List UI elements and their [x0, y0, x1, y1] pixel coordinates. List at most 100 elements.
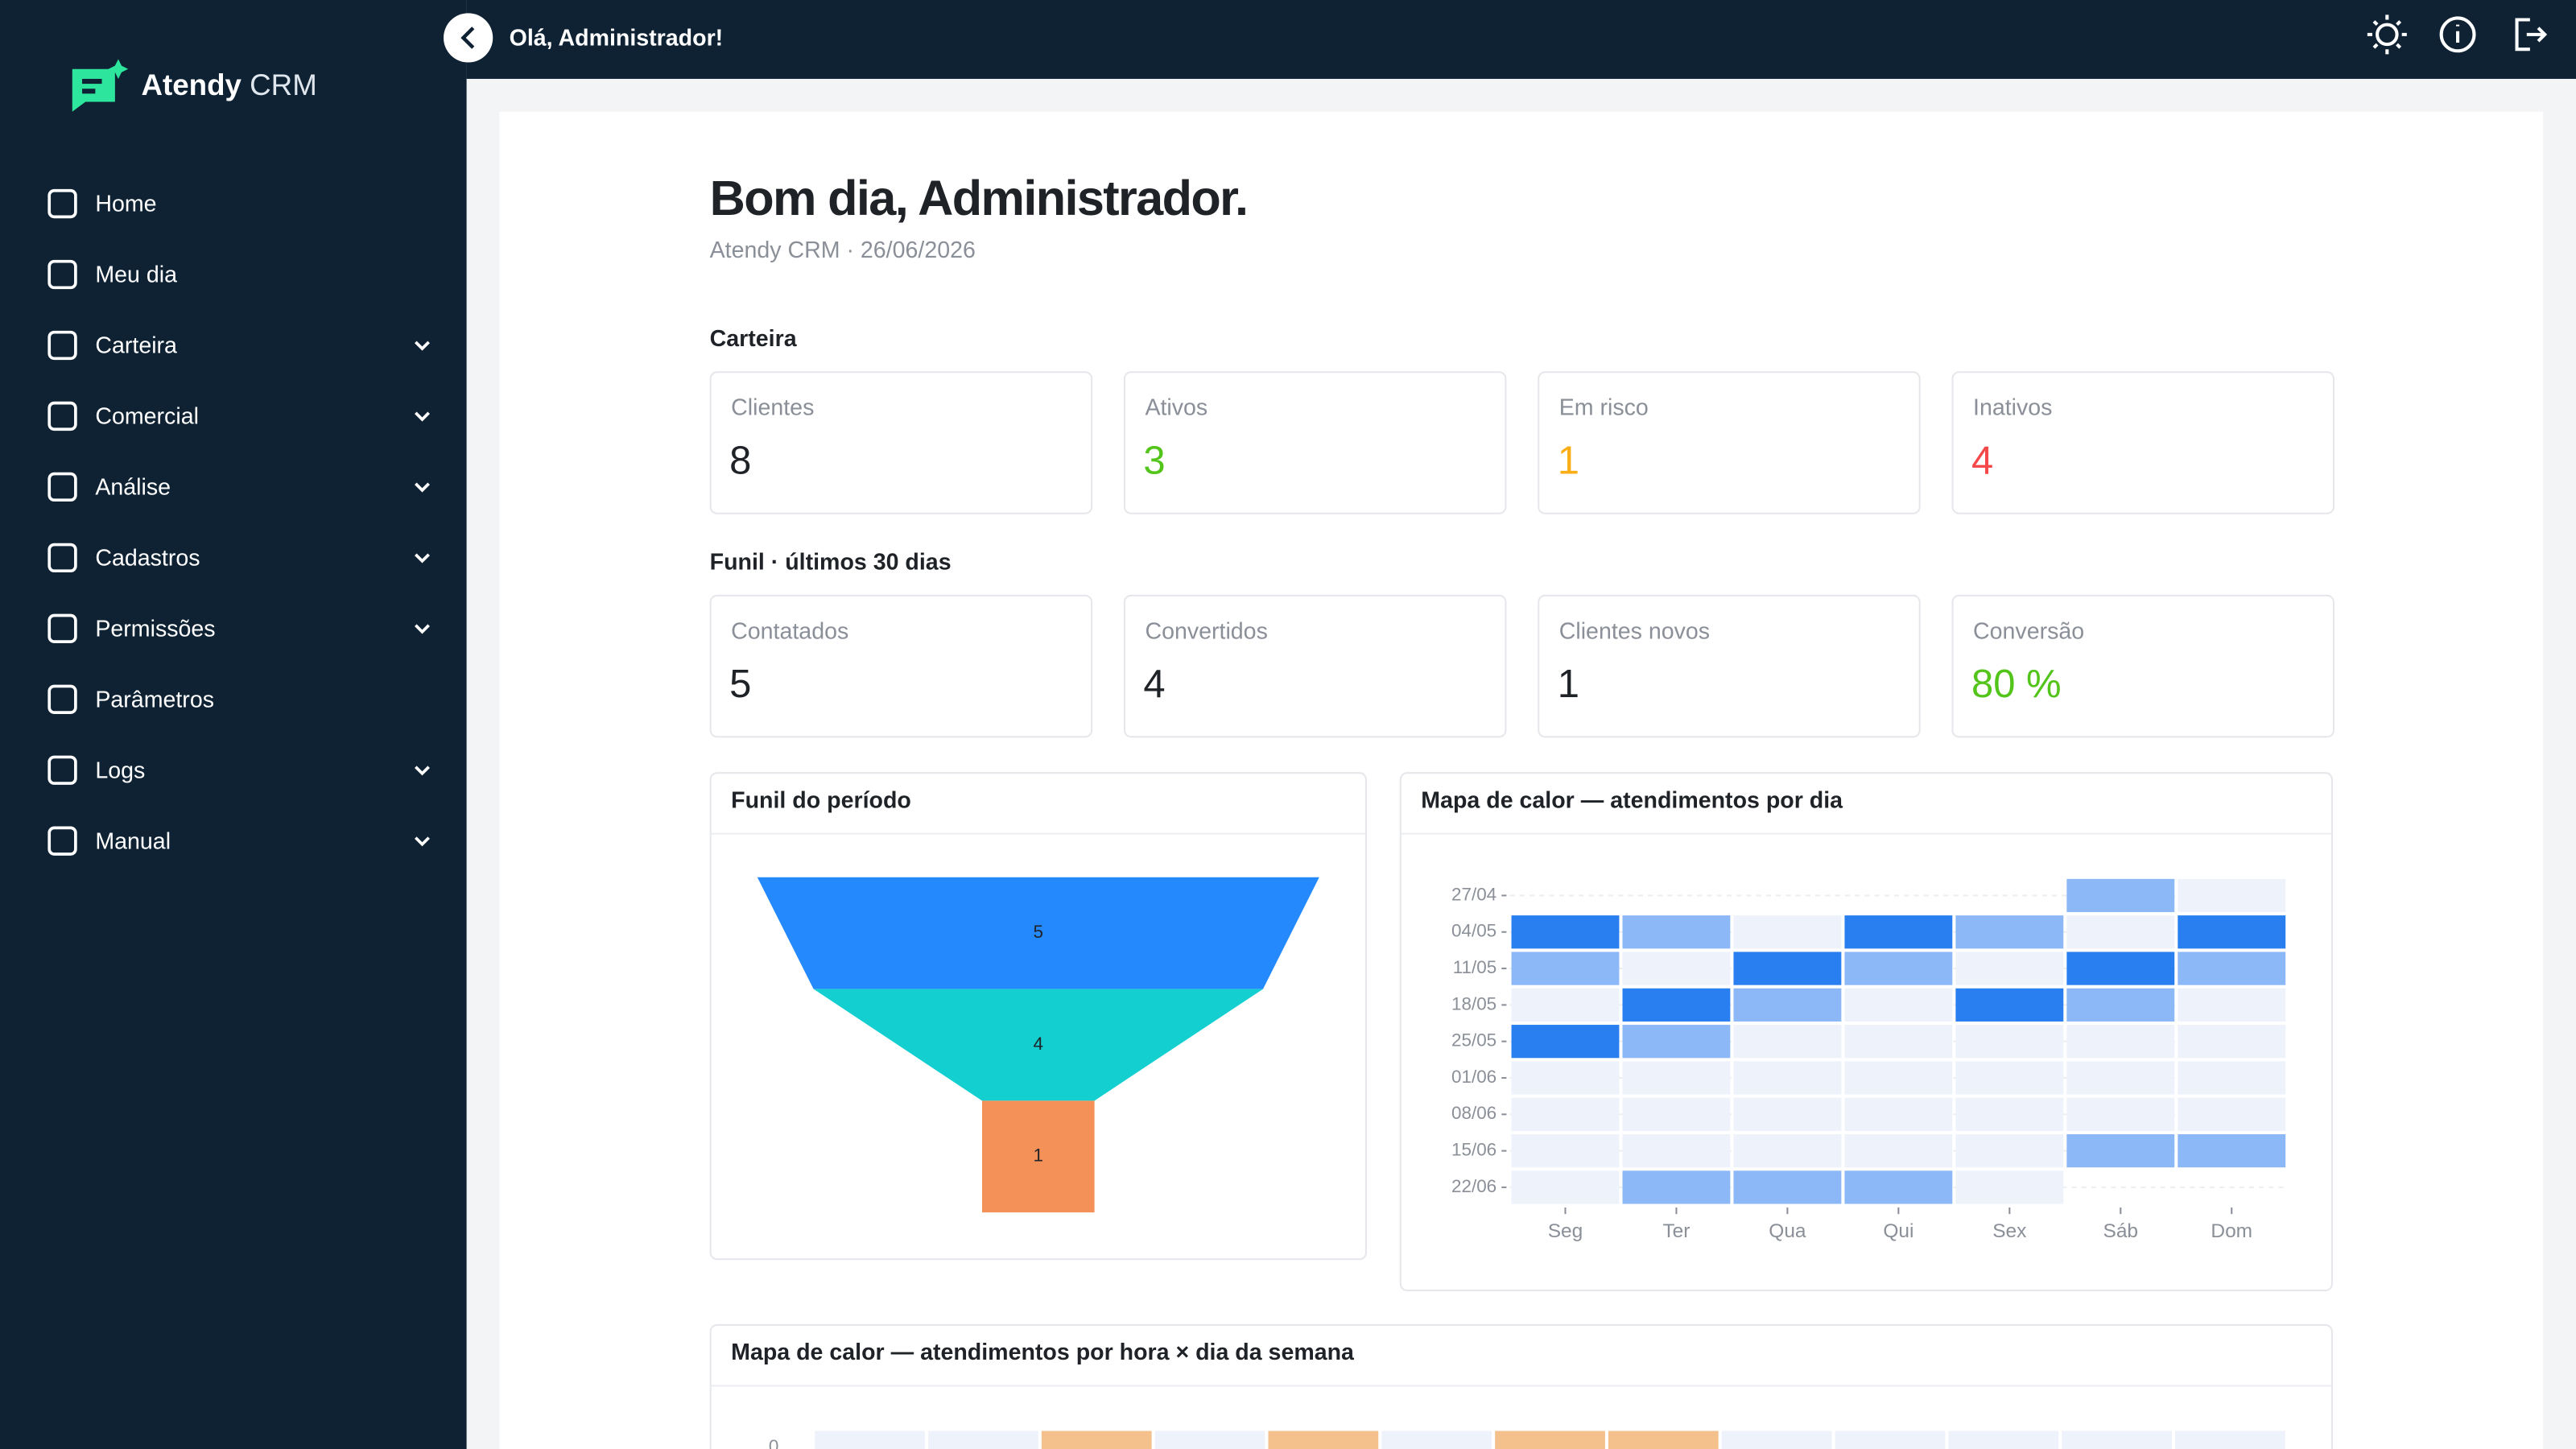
heatmap-cell	[815, 1430, 925, 1449]
heatmap-cell	[1955, 952, 2064, 985]
stat-card	[709, 371, 1093, 514]
column-label: Sex	[1992, 1220, 2026, 1242]
chevron	[415, 624, 430, 634]
row-label: 04/05	[1451, 921, 1496, 941]
nav-label: Parâmetros	[95, 687, 214, 712]
nav-icon	[47, 543, 77, 573]
heatmap-cell	[1733, 1133, 1842, 1168]
chevron	[415, 411, 430, 422]
section-title: Funil · últimos 30 dias	[710, 550, 952, 576]
heatmap-cell	[1622, 988, 1731, 1022]
heatmap-cell	[1511, 1097, 1620, 1131]
nav-icon	[47, 401, 77, 431]
heatmap-cell	[1955, 1097, 2064, 1131]
stat-label: Clientes novos	[1559, 618, 1710, 644]
stat-card	[1123, 371, 1507, 514]
column-label: Ter	[1662, 1220, 1690, 1242]
stat-card	[709, 594, 1093, 738]
nav-label: Logs	[95, 758, 145, 783]
heatmap-cell	[1955, 1025, 2064, 1059]
heatmap-cell	[1511, 988, 1620, 1022]
stat-value: 4	[1971, 439, 1993, 482]
panel-title: Mapa de calor — atendimentos por hora × …	[731, 1340, 1355, 1365]
stat-value: 80 %	[1971, 663, 2062, 706]
heatmap-cell	[1511, 1025, 1620, 1059]
heatmap-cell	[1955, 1170, 2064, 1204]
heatmap-cell	[1844, 988, 1953, 1022]
heatmap-cell	[2066, 952, 2175, 985]
heatmap-cell	[1511, 915, 1620, 949]
heatmap-cell	[1381, 1430, 1492, 1449]
heatmap-cell	[1608, 1430, 1719, 1449]
heatmap-cell	[2066, 988, 2175, 1022]
back-button[interactable]	[444, 13, 493, 63]
funnel-label: 5	[1034, 922, 1043, 942]
heatmap-cell	[1955, 1061, 2064, 1095]
nav-item[interactable]: Análise	[47, 472, 430, 502]
nav-item[interactable]: Logs	[47, 755, 430, 785]
nav-item[interactable]: Meu dia	[47, 259, 177, 290]
heatmap-cell	[1844, 915, 1953, 949]
stat-card	[1123, 594, 1507, 738]
nav-icon	[47, 684, 77, 714]
heatmap-cell	[1844, 1025, 1953, 1059]
heatmap-cell	[2066, 1097, 2175, 1131]
greeting: Olá, Administrador!	[510, 26, 724, 52]
logout-button[interactable]	[2515, 18, 2548, 52]
heatmap-cell	[2175, 1430, 2285, 1449]
page-subtitle: Atendy CRM · 26/06/2026	[710, 237, 976, 263]
heatmap-cell	[1733, 1061, 1842, 1095]
nav-label: Permissões	[95, 616, 215, 642]
row-label: 15/06	[1451, 1140, 1496, 1160]
nav-item[interactable]: Permissões	[47, 613, 430, 643]
stat-card	[1951, 594, 2334, 738]
nav-item[interactable]: Manual	[47, 826, 430, 856]
nav-item[interactable]: Cadastros	[47, 543, 430, 573]
nav-icon	[47, 472, 77, 502]
heatmap-cell	[1511, 1061, 1620, 1095]
row-label: 18/05	[1451, 993, 1496, 1013]
brand-name: Atendy	[142, 68, 242, 101]
brand: Atendy CRM	[142, 68, 317, 101]
heatmap-cell	[1733, 952, 1842, 985]
info-button[interactable]	[2439, 16, 2476, 53]
heatmap-cell	[1844, 1097, 1953, 1131]
chevron	[415, 482, 430, 493]
nav-item[interactable]: Parâmetros	[47, 684, 214, 714]
heatmap-cell	[1041, 1430, 1152, 1449]
heatmap-cell	[1733, 1170, 1842, 1204]
column-label: Seg	[1548, 1220, 1583, 1242]
heatmap-cell	[2062, 1430, 2172, 1449]
theme-button[interactable]	[2367, 14, 2407, 55]
heatmap-cell	[2066, 915, 2175, 949]
heatmap-cell	[1955, 988, 2064, 1022]
heatmap-cell	[1511, 952, 1620, 985]
nav-item[interactable]: Comercial	[47, 401, 430, 431]
heatmap-cell	[2178, 1025, 2286, 1059]
panel-title: Funil do período	[731, 787, 911, 813]
funnel-segment	[757, 877, 1319, 989]
heatmap-cell	[1844, 1170, 1953, 1204]
section-title: Carteira	[710, 326, 798, 352]
nav-item[interactable]: Home	[47, 188, 157, 219]
chevron	[415, 341, 430, 351]
stat-value: 4	[1143, 663, 1165, 706]
stat-label: Contatados	[731, 618, 848, 644]
nav-item[interactable]: Carteira	[47, 330, 430, 361]
heatmap-cell	[1844, 952, 1953, 985]
heatmap-cell	[2178, 1133, 2286, 1168]
heatmap-cell	[1622, 952, 1731, 985]
nav-label: Meu dia	[95, 262, 177, 288]
nav-label: Carteira	[95, 333, 177, 359]
topbar	[466, 0, 2576, 79]
heatmap-cell	[1733, 915, 1842, 949]
heatmap-cell	[2178, 1097, 2286, 1131]
row-label: 08/06	[1451, 1103, 1496, 1123]
heatmap-cell	[1622, 1133, 1731, 1168]
stat-label: Em risco	[1559, 395, 1649, 421]
heatmap-cell	[1511, 1133, 1620, 1168]
heatmap-cell	[1733, 988, 1842, 1022]
heatmap-cell	[2178, 915, 2286, 949]
